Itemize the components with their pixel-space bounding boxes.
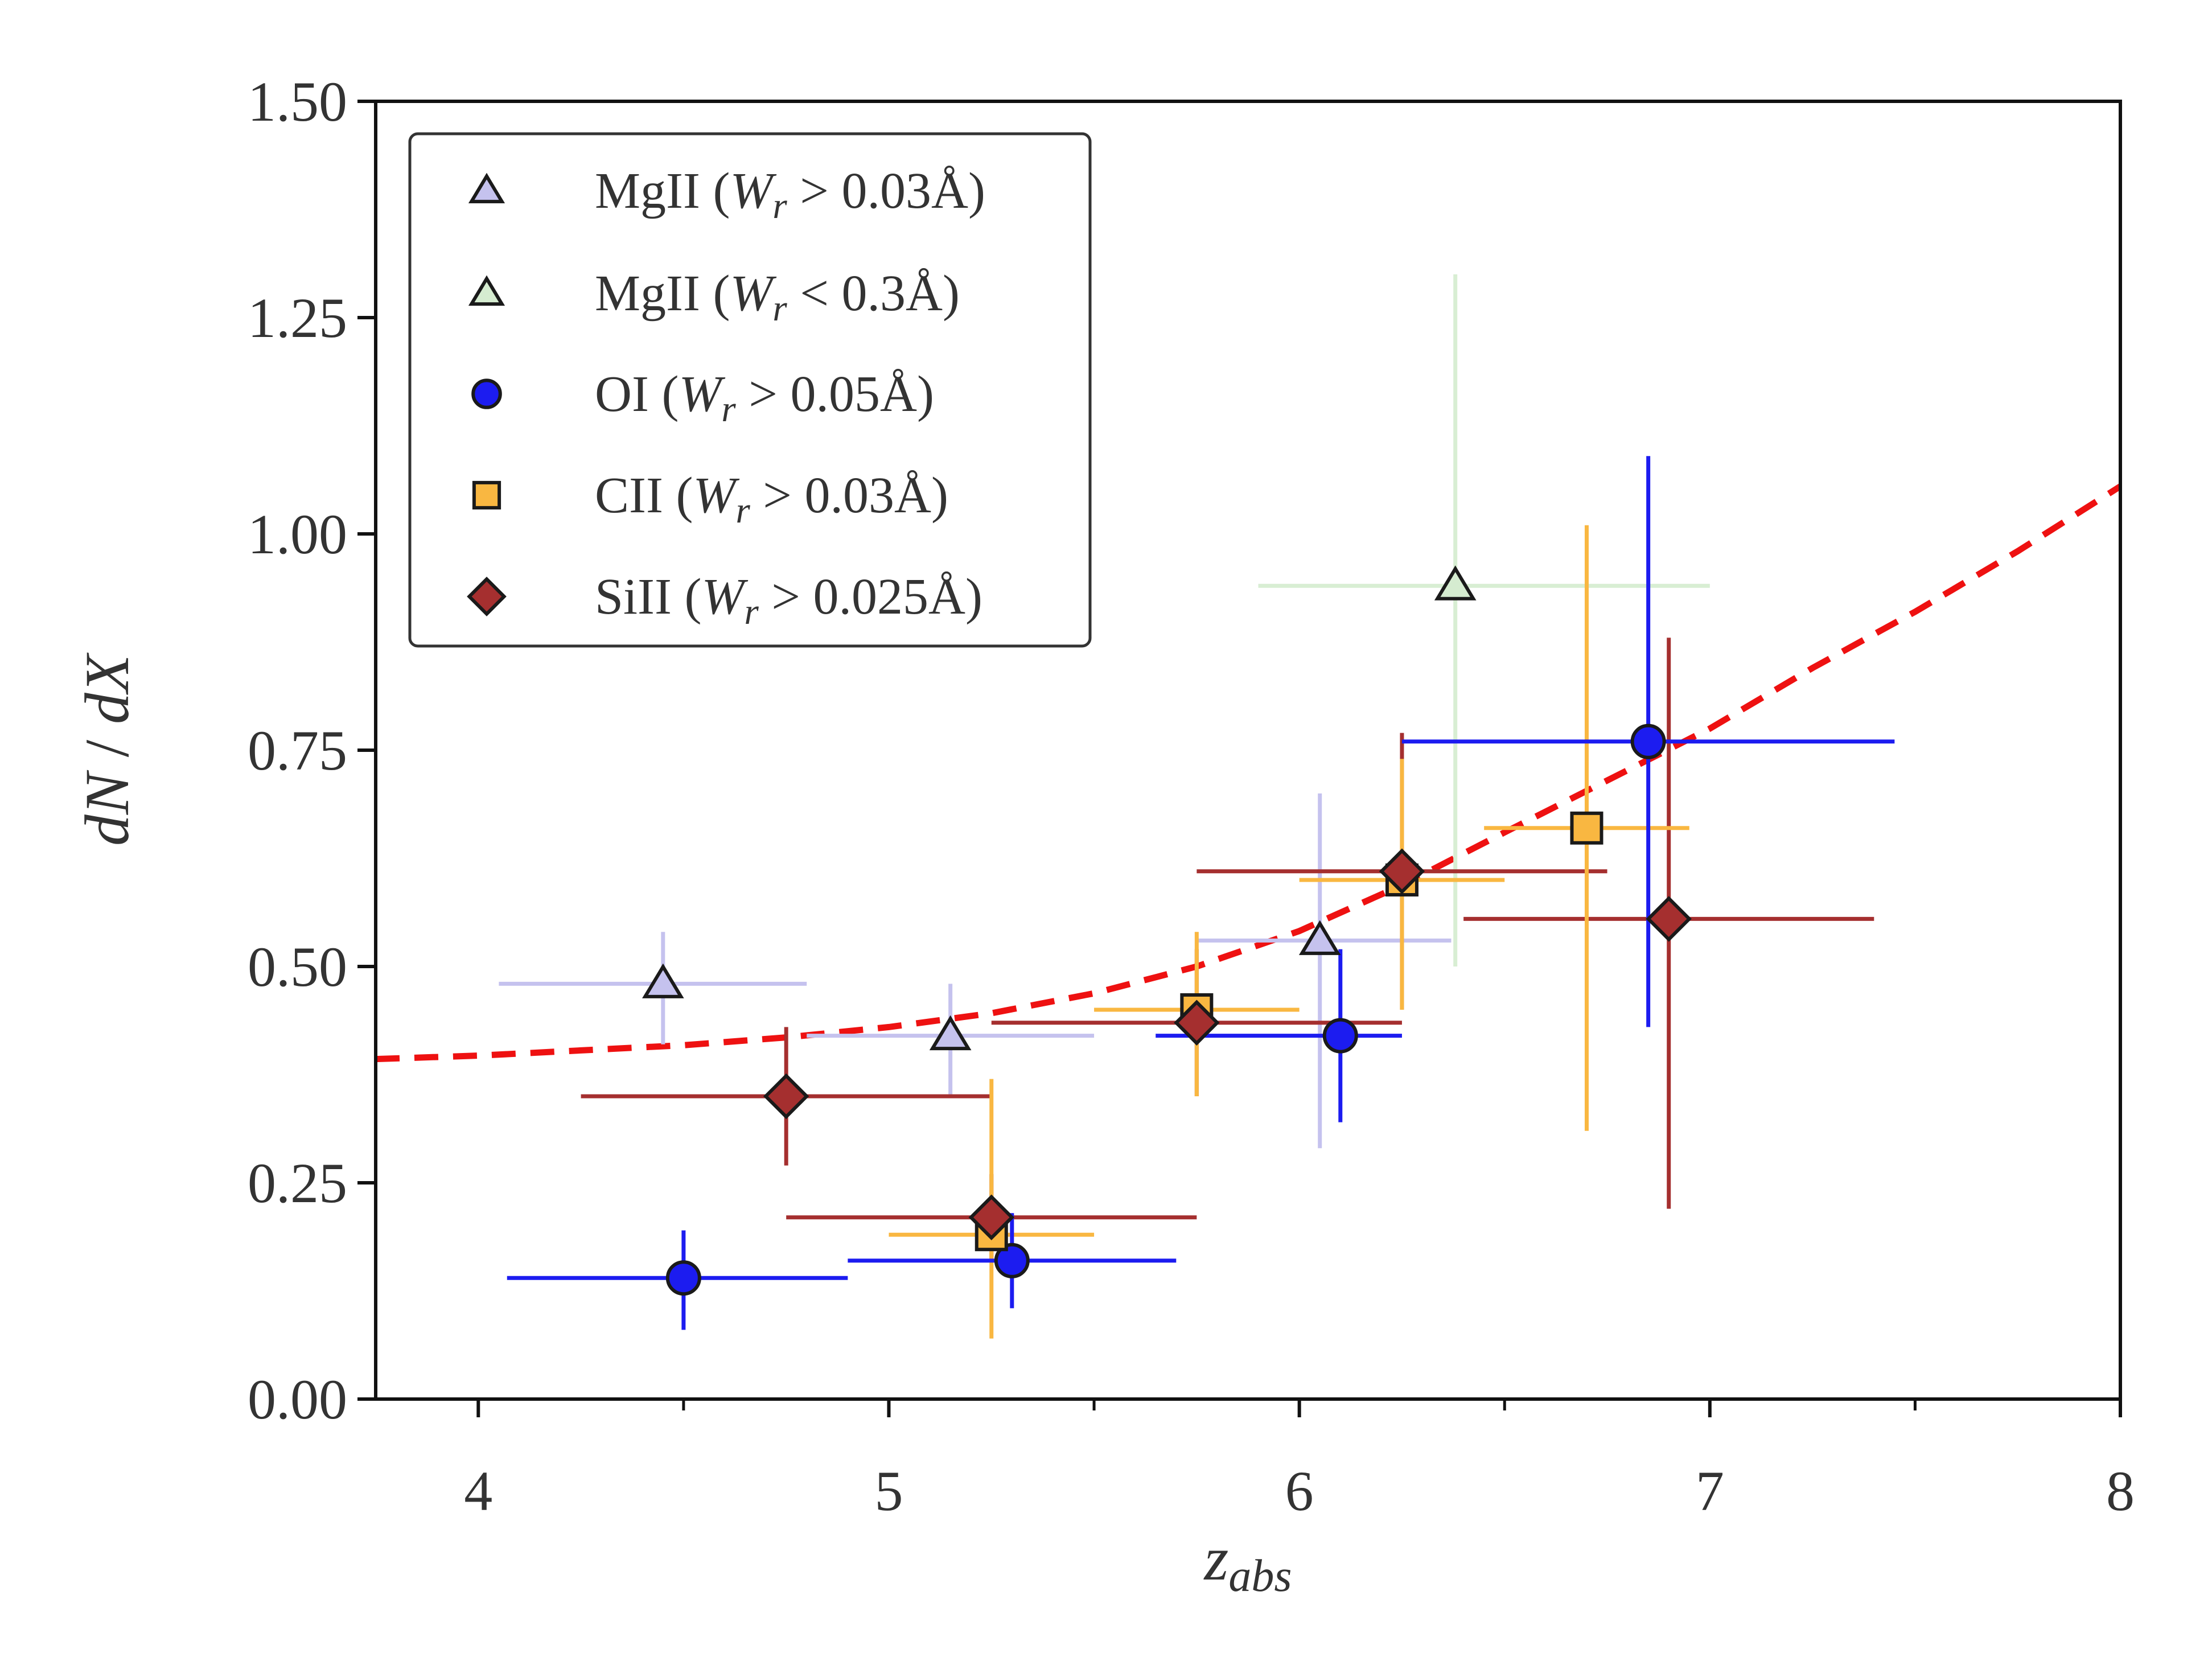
y-tick-label: 0.25 bbox=[248, 1151, 347, 1215]
x-tick-label: 6 bbox=[1285, 1459, 1314, 1523]
legend-marker-triangle bbox=[468, 275, 505, 306]
fit-curve-line bbox=[375, 483, 2122, 1063]
y-axis-title-b: dX bbox=[72, 652, 142, 724]
y-axis-title-a: dN bbox=[72, 770, 142, 846]
legend-entry-oi: OI (Wr > 0.05Å) bbox=[595, 366, 934, 430]
legend-entry-mgii-high: MgII (Wr > 0.03Å) bbox=[595, 163, 985, 227]
x-tick-label: 8 bbox=[2106, 1459, 2135, 1523]
y-tick-label: 1.25 bbox=[248, 286, 347, 349]
fit-curve-layer bbox=[375, 483, 2122, 1063]
y-axis-title: dN / dX bbox=[72, 652, 142, 846]
y-axis-title-sep: / bbox=[72, 724, 142, 773]
x-axis-title: zabs bbox=[1203, 1524, 1292, 1601]
data-point-triangle bbox=[1298, 920, 1341, 955]
data-point-circle bbox=[665, 1260, 701, 1296]
data-point-triangle bbox=[1434, 565, 1477, 600]
y-tick-label: 1.00 bbox=[248, 503, 347, 566]
legend: MgII (Wr > 0.03Å) MgII (Wr < 0.3Å) OI (W… bbox=[408, 132, 1092, 648]
x-axis-title-sub: abs bbox=[1228, 1551, 1292, 1601]
legend-marker-triangle bbox=[468, 172, 505, 204]
legend-marker-circle bbox=[471, 379, 502, 409]
y-tick-label: 0.50 bbox=[248, 935, 347, 998]
legend-entry-siii: SiII (Wr > 0.025Å) bbox=[595, 569, 982, 632]
x-tick-label: 4 bbox=[464, 1459, 492, 1523]
y-tick-label: 0.00 bbox=[248, 1368, 347, 1431]
markers-layer bbox=[642, 565, 1692, 1296]
y-tick-label: 0.75 bbox=[248, 719, 347, 782]
data-point-circle bbox=[1322, 1018, 1358, 1054]
legend-marker-diamond bbox=[467, 577, 507, 616]
legend-markers bbox=[467, 172, 507, 616]
data-point-diamond bbox=[1174, 1000, 1220, 1046]
legend-box bbox=[408, 132, 1092, 648]
legend-marker-square bbox=[472, 480, 501, 510]
legend-entry-cii: CII (Wr > 0.03Å) bbox=[595, 467, 948, 531]
y-tick-label: 1.50 bbox=[248, 70, 347, 133]
data-point-triangle bbox=[642, 963, 684, 998]
data-point-diamond bbox=[968, 1194, 1015, 1241]
x-tick-label: 7 bbox=[1696, 1459, 1724, 1523]
x-tick-label: 5 bbox=[874, 1459, 903, 1523]
data-point-circle bbox=[1630, 723, 1666, 759]
data-point-diamond bbox=[1646, 896, 1692, 942]
data-point-diamond bbox=[1379, 848, 1425, 895]
legend-entry-mgii-low: MgII (Wr < 0.3Å) bbox=[595, 265, 960, 329]
data-point-diamond bbox=[763, 1073, 809, 1120]
data-point-triangle bbox=[929, 1015, 972, 1051]
axis-ticks-layer: 4 5 6 7 8 0.00 0.25 0.50 0.75 1.00 1.25 1.50 bbox=[248, 70, 2135, 1523]
data-point-square bbox=[1570, 811, 1604, 845]
data-point-circle bbox=[994, 1243, 1030, 1278]
x-axis-title-main: z bbox=[1203, 1524, 1229, 1593]
